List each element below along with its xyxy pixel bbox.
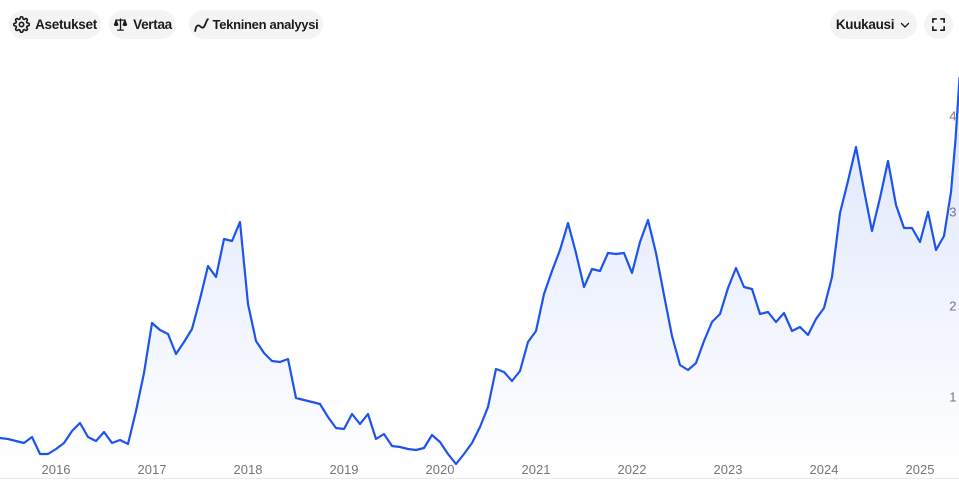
svg-text:2022: 2022 bbox=[618, 462, 647, 477]
svg-text:2025: 2025 bbox=[906, 462, 935, 477]
svg-text:3: 3 bbox=[949, 205, 956, 220]
svg-text:2: 2 bbox=[949, 299, 956, 314]
svg-text:2024: 2024 bbox=[810, 462, 839, 477]
svg-text:2016: 2016 bbox=[42, 462, 71, 477]
svg-text:2017: 2017 bbox=[138, 462, 167, 477]
svg-text:2021: 2021 bbox=[522, 462, 551, 477]
svg-text:2019: 2019 bbox=[330, 462, 359, 477]
svg-text:4: 4 bbox=[949, 109, 956, 124]
svg-text:2023: 2023 bbox=[714, 462, 743, 477]
svg-text:2018: 2018 bbox=[234, 462, 263, 477]
svg-text:1: 1 bbox=[949, 390, 956, 405]
svg-text:2020: 2020 bbox=[426, 462, 455, 477]
